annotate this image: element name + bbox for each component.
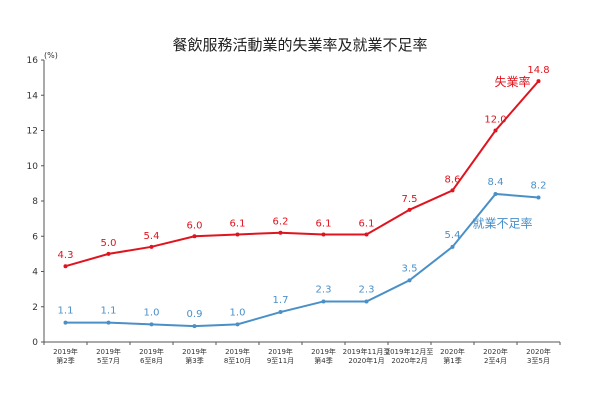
data-point: [149, 244, 154, 249]
y-tick-label: 6: [32, 232, 38, 242]
x-tick-label: 2019年11月至: [343, 347, 391, 356]
data-point: [493, 191, 498, 196]
series-line: [65, 80, 540, 268]
x-tick-label: 9至11月: [267, 357, 294, 365]
series-unemployment-rate: 4.3 5.0 5.4 6.0 6.1 6.2 6.1 6.1 7.5 8.6 12.0 14.8失業…: [58, 65, 550, 269]
data-point: [278, 310, 283, 315]
x-tick-label: 2020年1月: [348, 356, 384, 365]
series-name-label: 失業率: [494, 74, 530, 89]
x-tick-label: 3至5月: [527, 357, 550, 365]
data-point: [321, 232, 326, 237]
x-tick-label: 2020年: [483, 347, 508, 356]
data-point: [192, 324, 197, 329]
data-label: 6.1: [230, 218, 246, 229]
data-point: [536, 79, 541, 84]
data-label: 14.8: [527, 65, 549, 76]
x-tick-label: 2019年: [96, 347, 121, 356]
data-label: 8.6: [445, 174, 461, 185]
data-point: [450, 244, 455, 249]
data-point: [278, 230, 283, 235]
x-tick-label: 8至10月: [224, 357, 251, 365]
x-tick-label: 2020年: [440, 347, 465, 356]
data-point: [106, 320, 111, 325]
data-label: 2.3: [359, 284, 375, 295]
data-label: 0.9: [187, 309, 203, 320]
data-point: [235, 232, 240, 237]
data-label: 6.1: [316, 218, 332, 229]
x-tick-label: 2020年: [526, 347, 551, 356]
data-label: 7.5: [402, 194, 418, 205]
y-tick-label: 16: [27, 56, 39, 66]
data-point: [407, 278, 412, 283]
y-tick-label: 14: [27, 91, 39, 101]
x-tick-label: 第4季: [314, 356, 332, 365]
series-name-label: 就業不足率: [472, 215, 532, 230]
data-label: 8.4: [488, 177, 504, 188]
data-label: 1.1: [58, 306, 74, 317]
x-tick-label: 6至8月: [140, 357, 163, 365]
data-label: 3.5: [402, 263, 418, 274]
data-point: [192, 234, 197, 239]
x-tick-label: 2019年: [311, 347, 336, 356]
data-label: 2.3: [316, 284, 332, 295]
data-point: [63, 320, 68, 325]
x-tick-label: 5至7月: [97, 357, 120, 365]
series-layer: 4.3 5.0 5.4 6.0 6.1 6.2 6.1 6.1 7.5 8.6 12.0 14.8失業…: [58, 65, 550, 329]
data-label: 5.4: [445, 230, 461, 241]
x-tick-label: 第2季: [56, 356, 74, 365]
data-point: [536, 195, 541, 200]
series-line: [65, 192, 539, 328]
data-point: [235, 322, 240, 327]
data-label: 1.7: [273, 295, 289, 306]
data-label: 5.0: [101, 238, 117, 249]
y-tick-label: 4: [32, 268, 38, 278]
data-point: [364, 299, 369, 304]
data-label: 1.0: [230, 307, 246, 318]
data-point: [149, 322, 154, 327]
data-label: 1.1: [101, 306, 117, 317]
y-ticks: 0 2 4 6 8 10 12 14 16: [27, 56, 44, 348]
data-point: [364, 232, 369, 237]
y-unit-label: (%): [44, 51, 58, 60]
y-tick-label: 10: [27, 162, 39, 172]
data-label: 6.0: [187, 220, 203, 231]
x-tick-label: 第1季: [443, 356, 461, 365]
data-point: [63, 264, 68, 269]
data-label: 1.0: [144, 307, 160, 318]
chart-title: 餐飲服務活動業的失業率及就業不足率: [172, 36, 427, 54]
data-label: 8.2: [531, 180, 547, 191]
data-label: 5.4: [144, 231, 160, 242]
x-tick-label: 2019年12月至: [386, 347, 434, 356]
x-tick-label: 2019年: [268, 347, 293, 356]
x-tick-label: 第3季: [185, 356, 203, 365]
y-tick-label: 0: [32, 338, 38, 348]
data-label: 4.3: [58, 250, 74, 261]
x-tick-label: 2019年: [182, 347, 207, 356]
x-tick-label: 2019年: [225, 347, 250, 356]
y-tick-label: 8: [32, 197, 38, 207]
data-point: [321, 299, 326, 304]
x-tick-label: 2019年: [53, 347, 78, 356]
series-underemployment-rate: 1.1 1.1 1.0 0.9 1.0 1.7 2.3 2.3 3.5 5.4 8.4 8.2 就業不足…: [58, 177, 547, 329]
data-point: [450, 188, 455, 193]
y-tick-label: 12: [27, 127, 38, 137]
data-point: [106, 251, 111, 256]
data-label: 6.1: [359, 218, 375, 229]
x-tick-label: 2至4月: [484, 357, 507, 365]
data-point: [407, 207, 412, 212]
data-label: 12.0: [484, 115, 506, 126]
x-tick-label: 2019年: [139, 347, 164, 356]
x-tick-label: 2020年2月: [391, 356, 427, 365]
y-tick-label: 2: [32, 303, 38, 313]
x-ticks: 2019年第2季2019年5至7月2019年6至8月2019年第3季2019年8…: [43, 342, 561, 365]
data-point: [493, 128, 498, 133]
data-label: 6.2: [273, 217, 289, 228]
